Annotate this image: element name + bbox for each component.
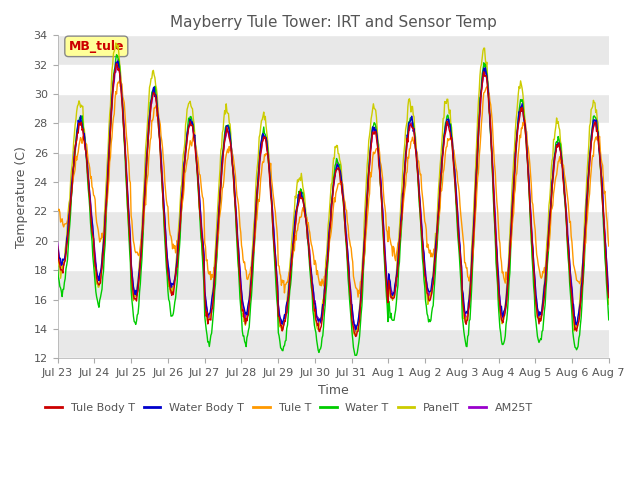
Title: Mayberry Tule Tower: IRT and Sensor Temp: Mayberry Tule Tower: IRT and Sensor Temp	[170, 15, 497, 30]
Bar	[58, 329, 609, 358]
Bar	[58, 94, 609, 123]
Bar	[58, 36, 609, 65]
Bar	[58, 270, 609, 300]
Bar	[58, 153, 609, 182]
X-axis label: Time: Time	[318, 384, 349, 396]
Text: MB_tule: MB_tule	[68, 40, 124, 53]
Y-axis label: Temperature (C): Temperature (C)	[15, 146, 28, 248]
Bar	[58, 212, 609, 241]
Legend: Tule Body T, Water Body T, Tule T, Water T, PanelT, AM25T: Tule Body T, Water Body T, Tule T, Water…	[41, 398, 537, 417]
